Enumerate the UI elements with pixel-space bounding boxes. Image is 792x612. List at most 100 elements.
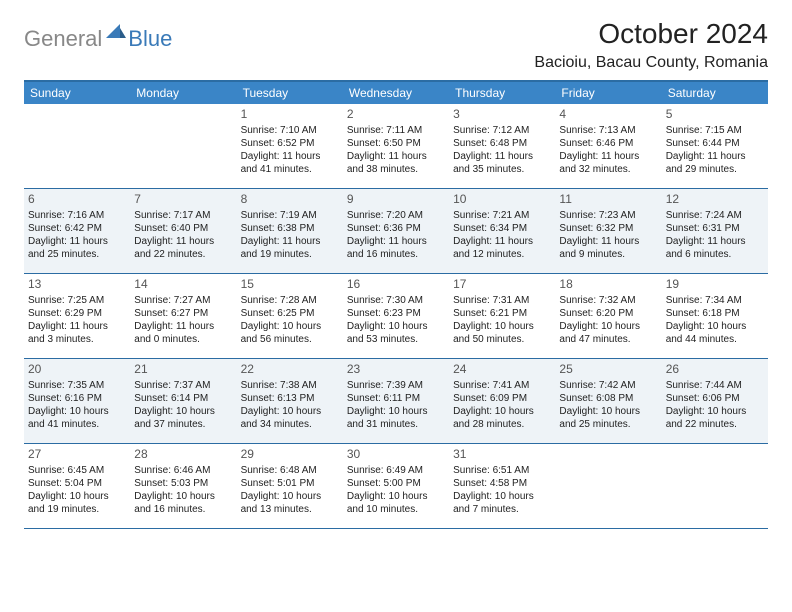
- day-number: 25: [559, 362, 657, 378]
- day-number: 31: [453, 447, 551, 463]
- daylight-line: Daylight: 11 hours and 25 minutes.: [28, 235, 126, 261]
- sunset-line: Sunset: 6:13 PM: [241, 392, 339, 405]
- title-block: October 2024 Bacioiu, Bacau County, Roma…: [534, 18, 768, 72]
- day-cell-21: 21Sunrise: 7:37 AMSunset: 6:14 PMDayligh…: [130, 359, 236, 443]
- daylight-line: Daylight: 10 hours and 13 minutes.: [241, 490, 339, 516]
- sunrise-line: Sunrise: 7:37 AM: [134, 379, 232, 392]
- day-cell-7: 7Sunrise: 7:17 AMSunset: 6:40 PMDaylight…: [130, 189, 236, 273]
- daylight-line: Daylight: 11 hours and 35 minutes.: [453, 150, 551, 176]
- sunrise-line: Sunrise: 7:16 AM: [28, 209, 126, 222]
- day-cell-18: 18Sunrise: 7:32 AMSunset: 6:20 PMDayligh…: [555, 274, 661, 358]
- day-cell-13: 13Sunrise: 7:25 AMSunset: 6:29 PMDayligh…: [24, 274, 130, 358]
- sunrise-line: Sunrise: 7:44 AM: [666, 379, 764, 392]
- sunset-line: Sunset: 6:48 PM: [453, 137, 551, 150]
- daylight-line: Daylight: 10 hours and 53 minutes.: [347, 320, 445, 346]
- day-cell-25: 25Sunrise: 7:42 AMSunset: 6:08 PMDayligh…: [555, 359, 661, 443]
- day-header-friday: Friday: [555, 82, 661, 104]
- day-cell-4: 4Sunrise: 7:13 AMSunset: 6:46 PMDaylight…: [555, 104, 661, 188]
- sunset-line: Sunset: 6:16 PM: [28, 392, 126, 405]
- sunrise-line: Sunrise: 7:39 AM: [347, 379, 445, 392]
- day-cell-2: 2Sunrise: 7:11 AMSunset: 6:50 PMDaylight…: [343, 104, 449, 188]
- daylight-line: Daylight: 10 hours and 56 minutes.: [241, 320, 339, 346]
- daylight-line: Daylight: 10 hours and 37 minutes.: [134, 405, 232, 431]
- daylight-line: Daylight: 10 hours and 7 minutes.: [453, 490, 551, 516]
- daylight-line: Daylight: 11 hours and 0 minutes.: [134, 320, 232, 346]
- day-number: 2: [347, 107, 445, 123]
- daylight-line: Daylight: 10 hours and 25 minutes.: [559, 405, 657, 431]
- day-number: 3: [453, 107, 551, 123]
- sunset-line: Sunset: 6:14 PM: [134, 392, 232, 405]
- week-row: 20Sunrise: 7:35 AMSunset: 6:16 PMDayligh…: [24, 359, 768, 444]
- daylight-line: Daylight: 11 hours and 12 minutes.: [453, 235, 551, 261]
- daylight-line: Daylight: 10 hours and 31 minutes.: [347, 405, 445, 431]
- sunset-line: Sunset: 6:18 PM: [666, 307, 764, 320]
- day-number: 28: [134, 447, 232, 463]
- sunset-line: Sunset: 6:44 PM: [666, 137, 764, 150]
- sunrise-line: Sunrise: 7:34 AM: [666, 294, 764, 307]
- sunset-line: Sunset: 6:23 PM: [347, 307, 445, 320]
- daylight-line: Daylight: 10 hours and 50 minutes.: [453, 320, 551, 346]
- calendar-body: 1Sunrise: 7:10 AMSunset: 6:52 PMDaylight…: [24, 104, 768, 529]
- daylight-line: Daylight: 11 hours and 9 minutes.: [559, 235, 657, 261]
- day-cell-9: 9Sunrise: 7:20 AMSunset: 6:36 PMDaylight…: [343, 189, 449, 273]
- sunrise-line: Sunrise: 7:20 AM: [347, 209, 445, 222]
- daylight-line: Daylight: 10 hours and 22 minutes.: [666, 405, 764, 431]
- day-cell-22: 22Sunrise: 7:38 AMSunset: 6:13 PMDayligh…: [237, 359, 343, 443]
- day-number: 20: [28, 362, 126, 378]
- week-row: 6Sunrise: 7:16 AMSunset: 6:42 PMDaylight…: [24, 189, 768, 274]
- sunrise-line: Sunrise: 7:19 AM: [241, 209, 339, 222]
- sunset-line: Sunset: 6:50 PM: [347, 137, 445, 150]
- week-row: 27Sunrise: 6:45 AMSunset: 5:04 PMDayligh…: [24, 444, 768, 529]
- day-number: 30: [347, 447, 445, 463]
- day-cell-3: 3Sunrise: 7:12 AMSunset: 6:48 PMDaylight…: [449, 104, 555, 188]
- sunset-line: Sunset: 6:38 PM: [241, 222, 339, 235]
- day-header-monday: Monday: [130, 82, 236, 104]
- daylight-line: Daylight: 11 hours and 19 minutes.: [241, 235, 339, 261]
- day-number: 8: [241, 192, 339, 208]
- logo-triangle-icon: [106, 24, 126, 43]
- day-cell-29: 29Sunrise: 6:48 AMSunset: 5:01 PMDayligh…: [237, 444, 343, 528]
- week-row: 13Sunrise: 7:25 AMSunset: 6:29 PMDayligh…: [24, 274, 768, 359]
- day-number: 5: [666, 107, 764, 123]
- day-number: 7: [134, 192, 232, 208]
- day-header-saturday: Saturday: [662, 82, 768, 104]
- daylight-line: Daylight: 10 hours and 28 minutes.: [453, 405, 551, 431]
- day-number: 12: [666, 192, 764, 208]
- day-number: 10: [453, 192, 551, 208]
- day-number: 9: [347, 192, 445, 208]
- sunrise-line: Sunrise: 6:51 AM: [453, 464, 551, 477]
- sunset-line: Sunset: 6:06 PM: [666, 392, 764, 405]
- empty-cell: [130, 104, 236, 188]
- sunset-line: Sunset: 4:58 PM: [453, 477, 551, 490]
- day-number: 22: [241, 362, 339, 378]
- sunset-line: Sunset: 6:32 PM: [559, 222, 657, 235]
- day-cell-20: 20Sunrise: 7:35 AMSunset: 6:16 PMDayligh…: [24, 359, 130, 443]
- logo: General Blue: [24, 24, 172, 53]
- day-number: 6: [28, 192, 126, 208]
- day-cell-14: 14Sunrise: 7:27 AMSunset: 6:27 PMDayligh…: [130, 274, 236, 358]
- sunrise-line: Sunrise: 6:46 AM: [134, 464, 232, 477]
- location: Bacioiu, Bacau County, Romania: [534, 54, 768, 72]
- sunset-line: Sunset: 6:25 PM: [241, 307, 339, 320]
- day-cell-8: 8Sunrise: 7:19 AMSunset: 6:38 PMDaylight…: [237, 189, 343, 273]
- daylight-line: Daylight: 10 hours and 10 minutes.: [347, 490, 445, 516]
- header: General Blue October 2024 Bacioiu, Bacau…: [24, 18, 768, 72]
- sunset-line: Sunset: 6:40 PM: [134, 222, 232, 235]
- day-cell-17: 17Sunrise: 7:31 AMSunset: 6:21 PMDayligh…: [449, 274, 555, 358]
- daylight-line: Daylight: 10 hours and 34 minutes.: [241, 405, 339, 431]
- logo-text-blue: Blue: [128, 26, 172, 52]
- daylight-line: Daylight: 11 hours and 29 minutes.: [666, 150, 764, 176]
- sunset-line: Sunset: 6:08 PM: [559, 392, 657, 405]
- day-number: 18: [559, 277, 657, 293]
- daylight-line: Daylight: 11 hours and 16 minutes.: [347, 235, 445, 261]
- day-number: 21: [134, 362, 232, 378]
- day-number: 16: [347, 277, 445, 293]
- sunrise-line: Sunrise: 7:32 AM: [559, 294, 657, 307]
- sunset-line: Sunset: 6:11 PM: [347, 392, 445, 405]
- day-number: 1: [241, 107, 339, 123]
- day-cell-15: 15Sunrise: 7:28 AMSunset: 6:25 PMDayligh…: [237, 274, 343, 358]
- daylight-line: Daylight: 11 hours and 41 minutes.: [241, 150, 339, 176]
- sunrise-line: Sunrise: 7:41 AM: [453, 379, 551, 392]
- day-number: 4: [559, 107, 657, 123]
- day-cell-12: 12Sunrise: 7:24 AMSunset: 6:31 PMDayligh…: [662, 189, 768, 273]
